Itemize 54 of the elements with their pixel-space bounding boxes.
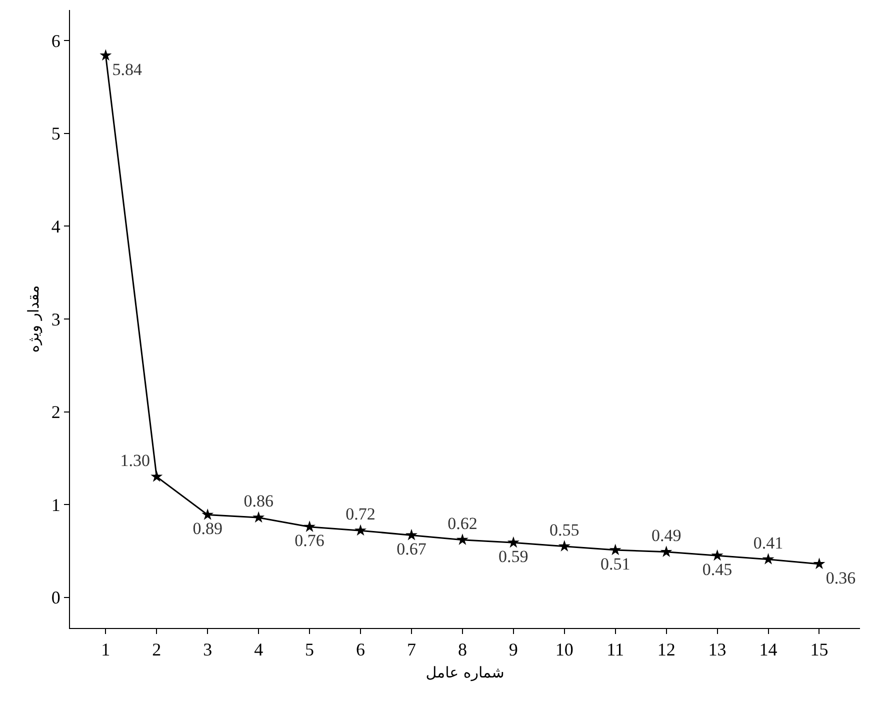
point — [354, 524, 367, 536]
point — [252, 511, 265, 523]
x-tick-label: 12 — [657, 640, 676, 660]
y-tick-label: 5 — [51, 124, 60, 144]
text: 0.86 — [244, 492, 274, 511]
point — [202, 508, 214, 520]
point — [304, 520, 316, 532]
x-tick-label: 14 — [759, 640, 778, 660]
x-tick-label: 7 — [406, 640, 416, 660]
x-tick-label: 4 — [254, 640, 264, 660]
x-axis-title: شماره عامل — [426, 664, 504, 682]
point — [507, 536, 520, 548]
point — [405, 528, 418, 540]
x-tick-label: 2 — [152, 640, 162, 660]
y-tick-label: 6 — [51, 30, 60, 51]
text: 0.49 — [651, 526, 682, 546]
x-tick-label: 6 — [356, 640, 366, 660]
x-tick-label: 13 — [708, 640, 726, 660]
x-tick-label: 8 — [458, 640, 467, 660]
x-tick-label: 5 — [305, 640, 314, 660]
text: 0.59 — [498, 547, 528, 566]
point — [711, 549, 724, 561]
text: 0.62 — [448, 514, 478, 533]
point — [660, 546, 672, 558]
y-tick-label: 2 — [51, 402, 60, 422]
text: 0.41 — [753, 533, 784, 552]
y-tick-label: 3 — [51, 309, 60, 330]
y-tick-label: 4 — [51, 216, 60, 237]
text: 5.84 — [112, 60, 142, 79]
x-tick-label: 11 — [606, 640, 624, 660]
text: 0.45 — [702, 560, 732, 579]
text: 1.30 — [120, 450, 150, 470]
point — [762, 553, 774, 564]
point — [456, 534, 468, 545]
text: 0.76 — [294, 531, 324, 550]
y-tick-label: 0 — [51, 588, 60, 608]
point — [813, 558, 826, 570]
text: 0.89 — [192, 519, 222, 538]
point — [150, 470, 163, 482]
point — [100, 49, 112, 61]
x-tick-label: 9 — [508, 640, 518, 660]
x-tick-label: 10 — [555, 640, 574, 660]
x-tick-label: 15 — [810, 640, 828, 660]
point — [558, 540, 570, 552]
point — [609, 544, 622, 556]
y-tick-label: 1 — [51, 494, 60, 515]
text: 0.67 — [396, 540, 426, 559]
text: 0.55 — [550, 520, 580, 540]
x-tick-label: 3 — [203, 640, 212, 660]
text: 0.36 — [826, 568, 856, 588]
y-axis-title: مقدار ویژه — [24, 285, 43, 353]
text: 0.51 — [600, 554, 630, 574]
text: 0.72 — [346, 504, 376, 524]
x-tick-label: 1 — [101, 640, 110, 660]
